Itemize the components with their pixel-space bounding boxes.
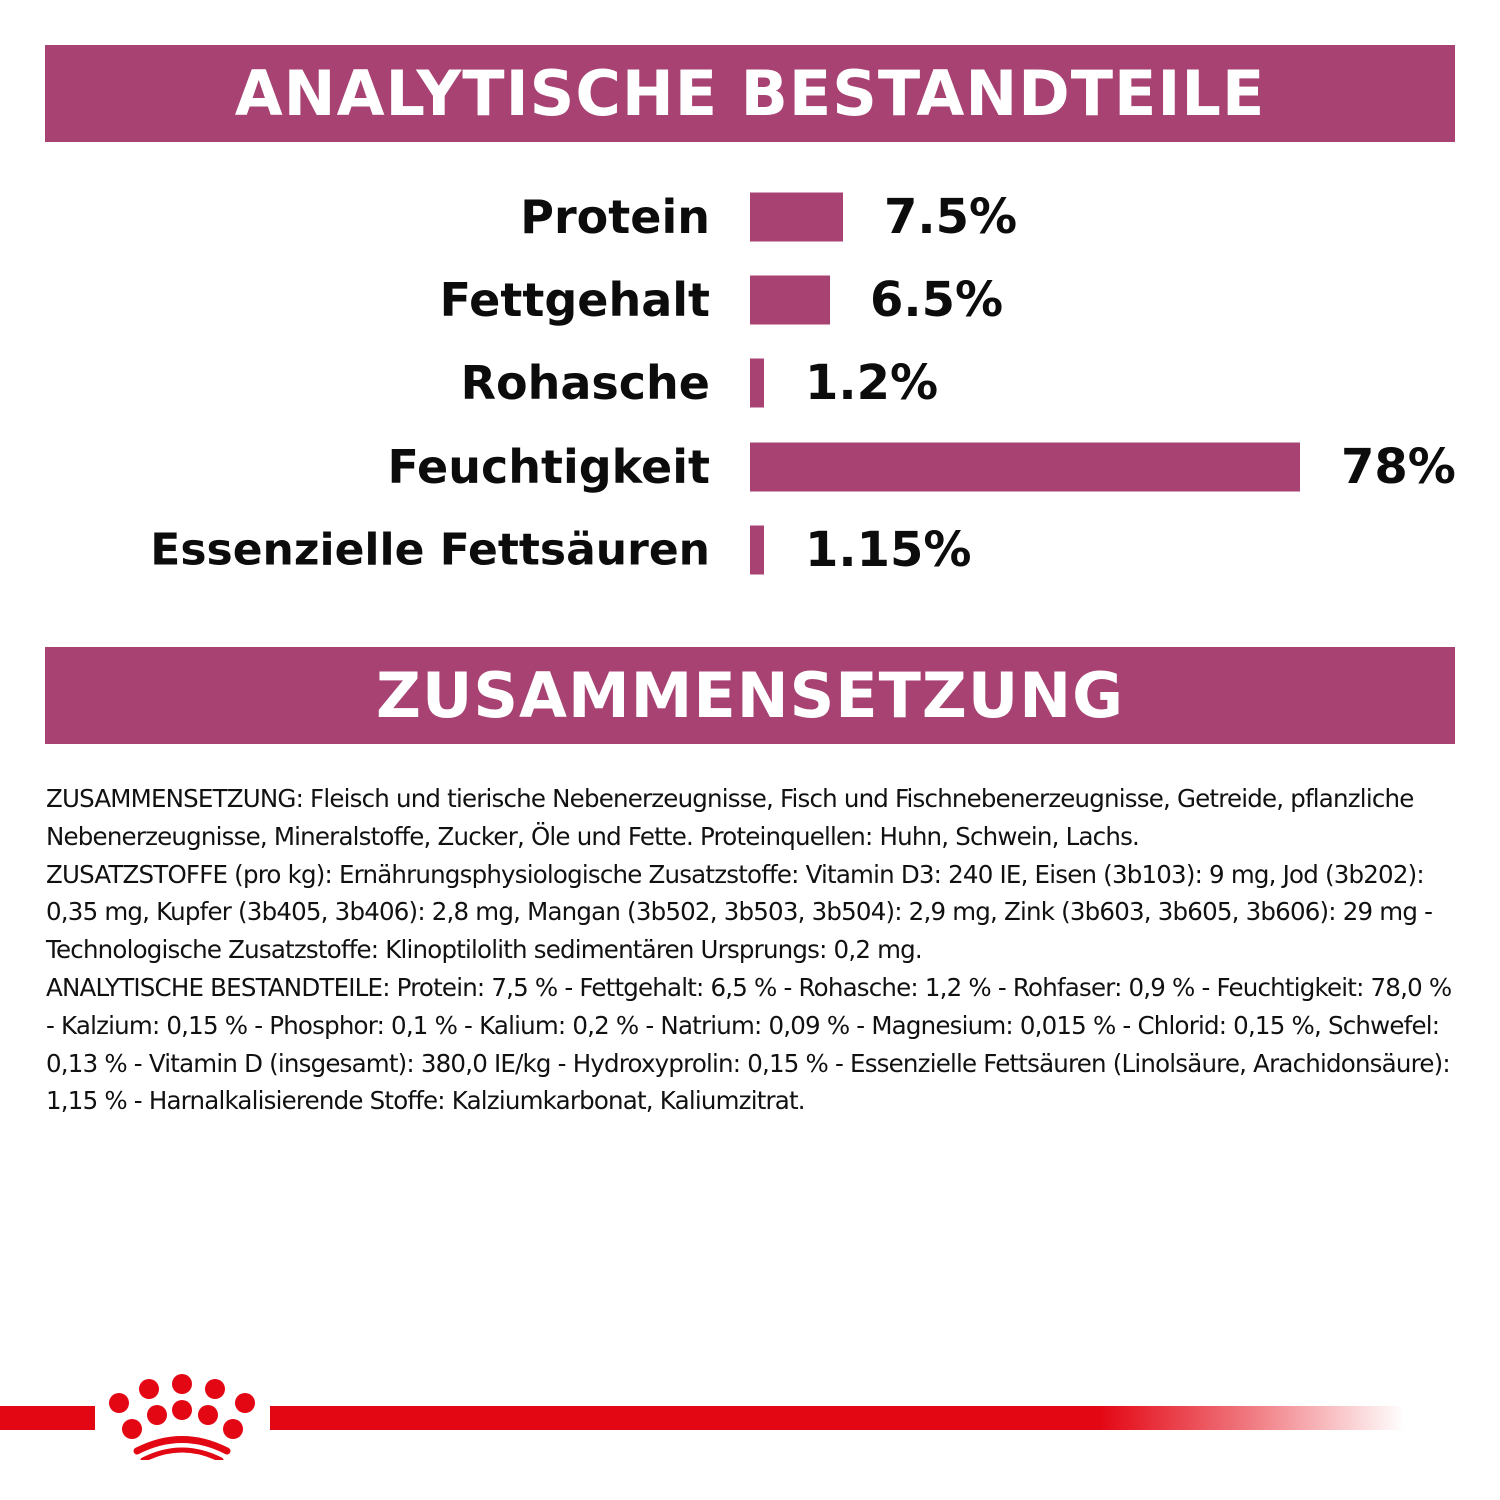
chart-bar	[750, 275, 830, 325]
composition-title: ZUSAMMENSETZUNG	[376, 659, 1124, 732]
chart-value: 1.2%	[805, 355, 939, 411]
chart-bar	[750, 192, 843, 242]
brand-line-left	[0, 1406, 95, 1430]
additives-paragraph: ZUSATZSTOFFE (pro kg): Ernährungsphysiol…	[46, 859, 1433, 965]
chart-value: 1.15%	[805, 522, 972, 578]
chart-row-protein: Protein 7.5%	[0, 175, 1500, 259]
chart-label: Fettgehalt	[439, 273, 710, 327]
analytical-bar-chart: Protein 7.5% Fettgehalt 6.5% Rohasche 1.…	[0, 0, 1500, 640]
chart-row-feuchtigkeit: Feuchtigkeit 78%	[0, 425, 1500, 509]
chart-value: 7.5%	[884, 189, 1018, 245]
analytical-constituents-banner: ANALYTISCHE BESTANDTEILE	[45, 45, 1455, 142]
composition-text-block: ZUSAMMENSETZUNG: Fleisch und tierische N…	[46, 780, 1456, 1120]
chart-label: Feuchtigkeit	[387, 440, 710, 494]
crown-icon	[109, 1374, 255, 1460]
chart-bar	[750, 442, 1300, 492]
chart-row-essenzielle-fettsaeuren: Essenzielle Fettsäuren 1.15%	[0, 508, 1500, 592]
chart-row-fettgehalt: Fettgehalt 6.5%	[0, 258, 1500, 342]
brand-footer	[0, 1360, 1500, 1480]
composition-banner: ZUSAMMENSETZUNG	[45, 647, 1455, 744]
chart-row-rohasche: Rohasche 1.2%	[0, 341, 1500, 425]
chart-label: Rohasche	[460, 356, 710, 410]
chart-label: Essenzielle Fettsäuren	[150, 524, 710, 576]
chart-value: 78%	[1341, 439, 1456, 495]
analytical-paragraph: ANALYTISCHE BESTANDTEILE: Protein: 7,5 %…	[46, 972, 1452, 1116]
chart-bar	[750, 358, 764, 408]
chart-label: Protein	[520, 190, 710, 244]
chart-bar	[750, 525, 764, 575]
ingredients-paragraph: ZUSAMMENSETZUNG: Fleisch und tierische N…	[46, 784, 1414, 851]
chart-value: 6.5%	[870, 272, 1004, 328]
brand-line-right	[270, 1406, 1405, 1430]
analytical-constituents-title: ANALYTISCHE BESTANDTEILE	[234, 57, 1266, 130]
